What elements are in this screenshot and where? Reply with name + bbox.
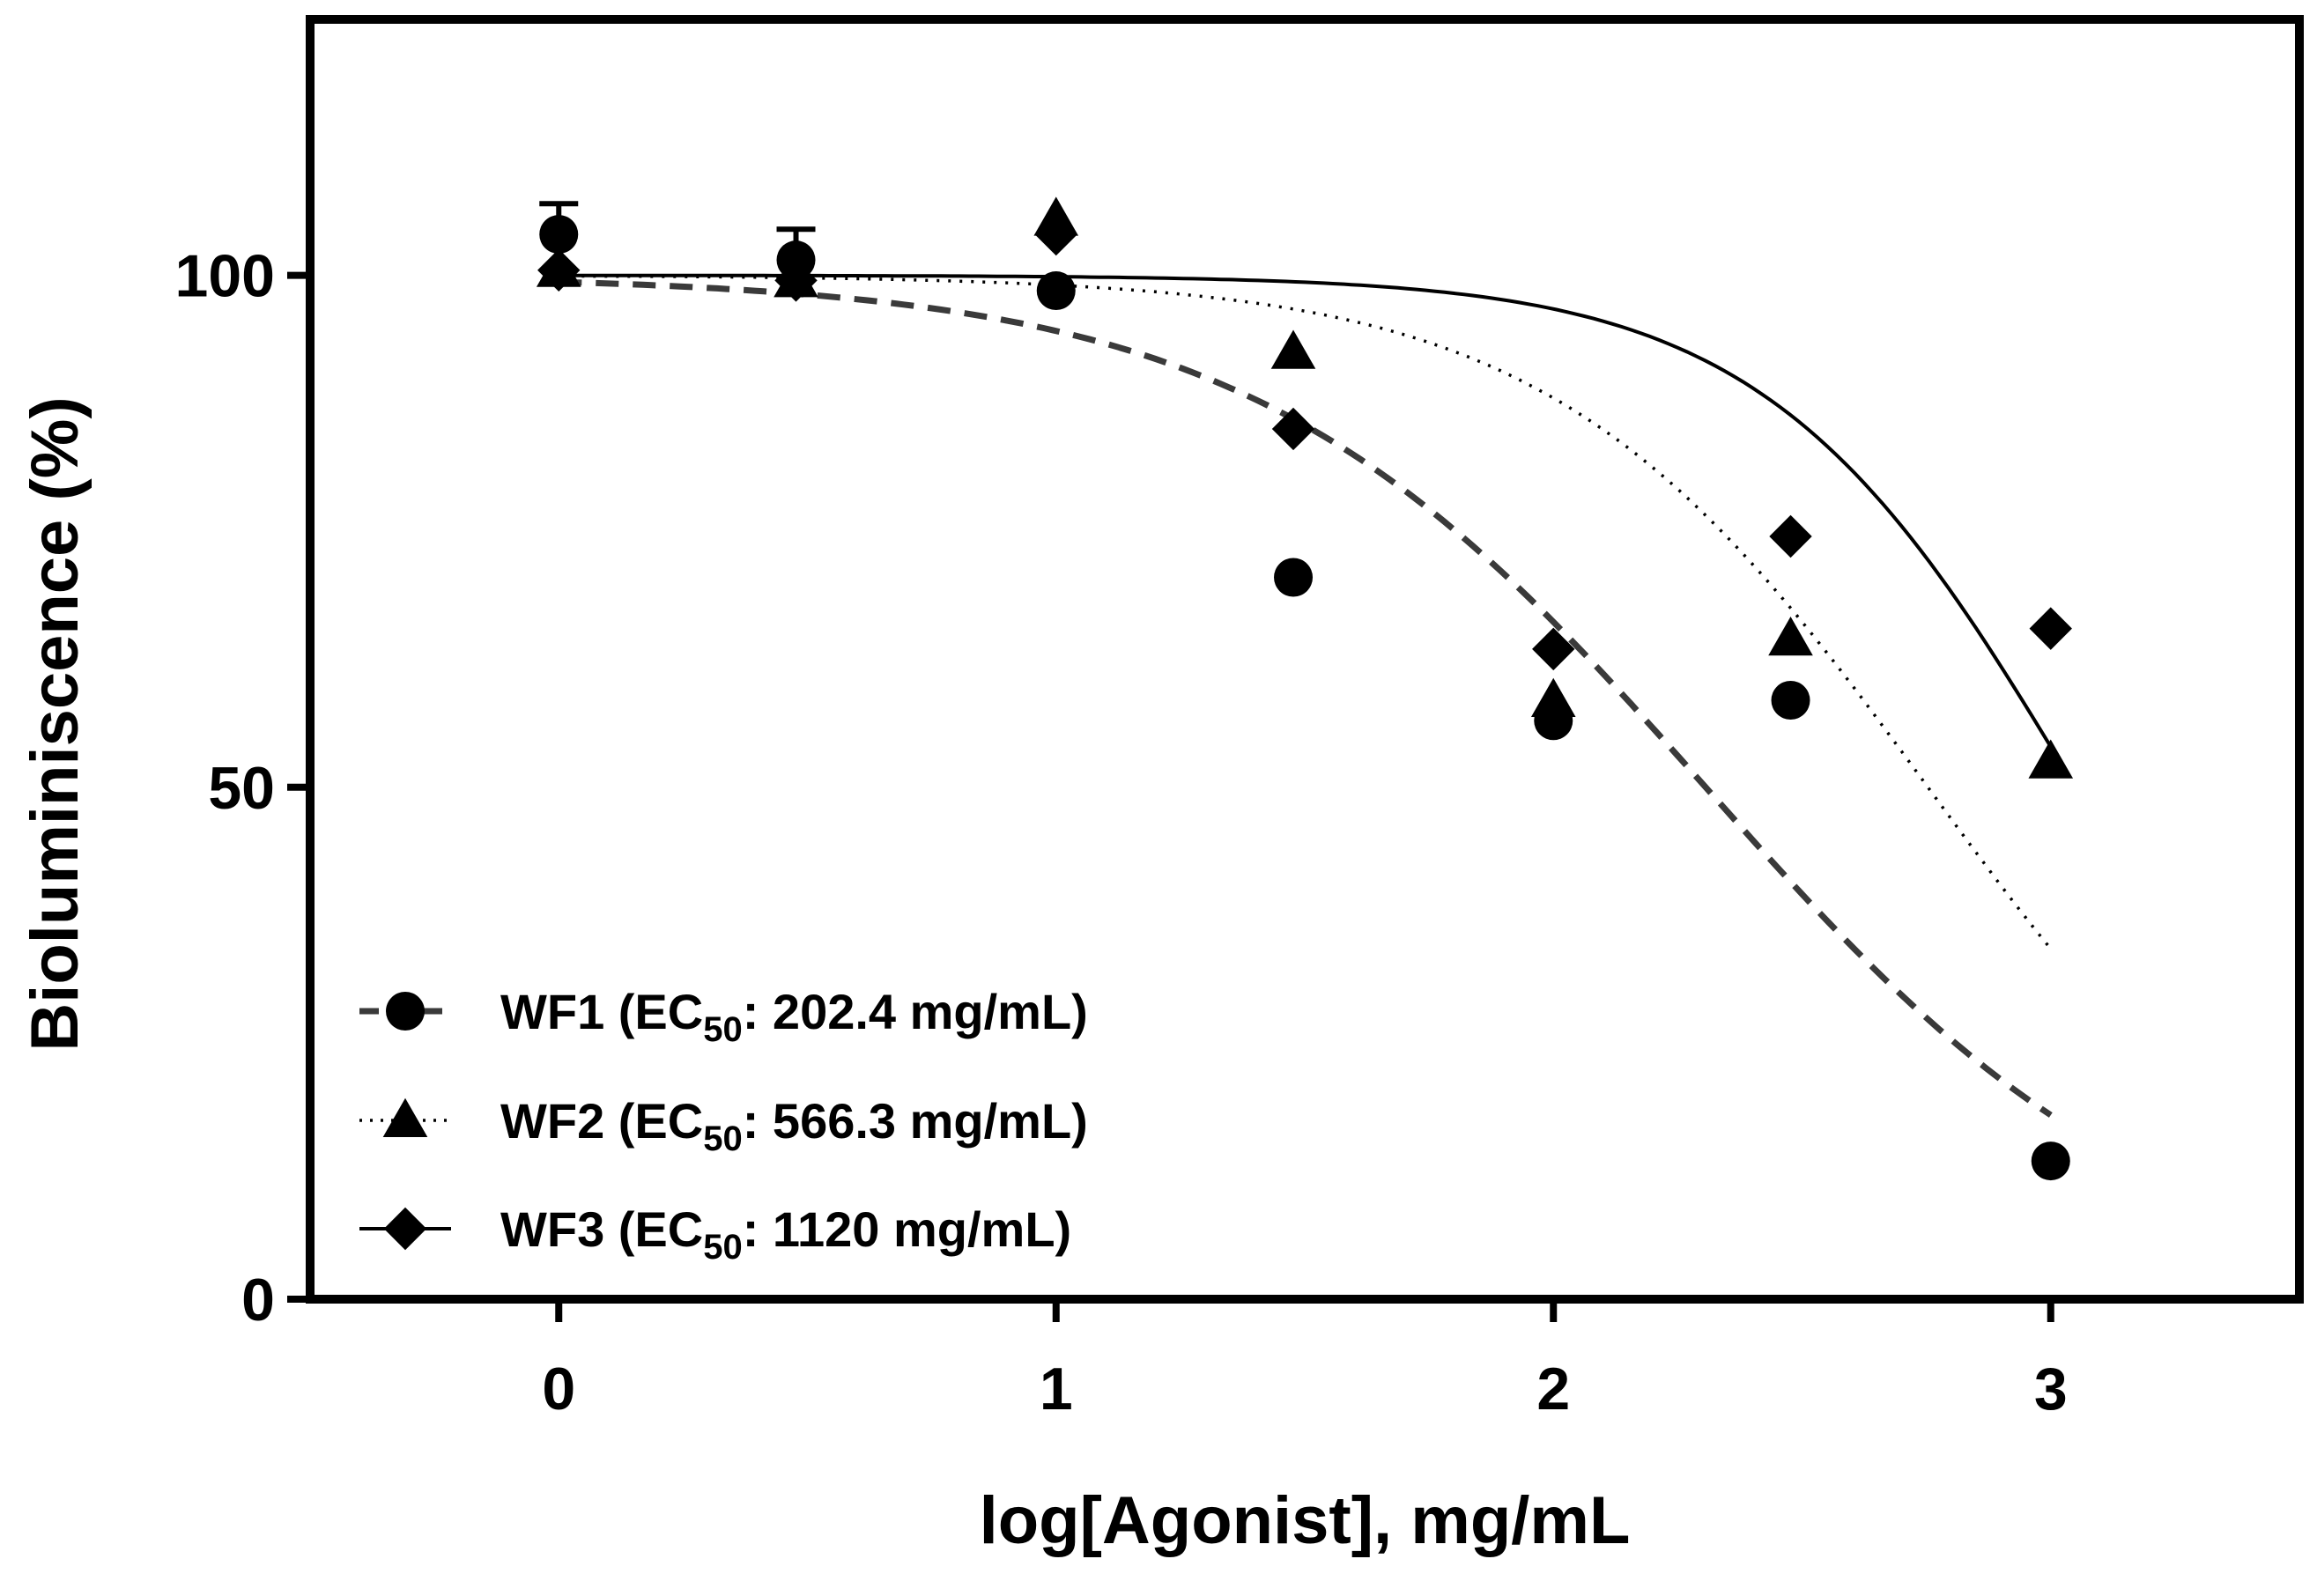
x-tick-label: 1 [1040,1356,1073,1422]
y-axis-title: Bioluminiscence (%) [18,396,93,1051]
data-markers [536,196,2074,1181]
data-point-wf1 [1274,558,1314,597]
plot-frame [306,15,2304,1304]
data-point-wf2 [1270,329,1316,369]
data-point-wf3 [2029,607,2072,650]
y-tick-label: 50 [208,755,275,822]
data-point-wf2 [2028,739,2074,779]
x-tick-label: 3 [2034,1356,2068,1422]
data-point-wf3 [1532,627,1575,671]
data-point-wf1 [776,240,816,280]
data-point-wf3 [1769,514,1812,558]
fit-curve-wf3 [559,273,2053,748]
legend-marker-wf3 [383,1207,427,1251]
fit-curve-wf1 [559,278,2053,1118]
data-point-wf1 [539,215,579,255]
data-point-wf1 [2031,1142,2070,1181]
legend: WF1 (EC50: 202.4 mg/mL) WF2 (EC50: 566.3 … [359,984,1088,1267]
legend-label-wf2: WF2 (EC50: 566.3 mg/mL) [500,1093,1088,1158]
legend-marker-wf2 [382,1097,428,1137]
x-tick-label: 0 [542,1356,575,1422]
data-point-wf3 [1271,407,1315,451]
data-point-wf2 [1768,616,1813,656]
legend-label-wf3: WF3 (EC50: 1120 mg/mL) [500,1201,1071,1267]
data-point-wf1 [1771,680,1810,720]
data-point-wf1 [1534,701,1573,741]
y-tick-label: 100 [175,243,275,310]
data-point-wf1 [1036,271,1076,311]
x-axis-title: log[Agonist], mg/mL [980,1483,1631,1558]
y-tick-label: 0 [241,1267,275,1334]
data-point-wf2 [1033,196,1079,236]
axis-ticks: 0 1 2 3 0 50 100 [175,243,2068,1422]
fit-curve-wf2 [559,274,2053,950]
data-point-wf2 [536,248,581,287]
x-tick-label: 2 [1536,1356,1570,1422]
legend-marker-wf1 [386,992,425,1031]
legend-label-wf1: WF1 (EC50: 202.4 mg/mL) [500,984,1088,1049]
